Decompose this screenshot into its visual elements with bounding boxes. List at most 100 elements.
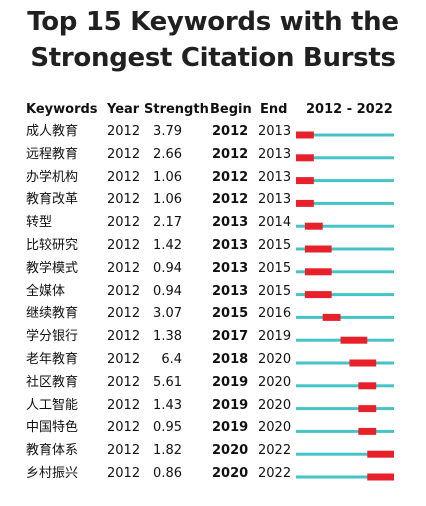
chart-title-line-1: Top 15 Keywords with the (27, 7, 399, 37)
strength-cell: 1.42 (153, 238, 182, 253)
begin-cell: 2013 (212, 238, 249, 253)
header-strength: Strength (144, 102, 209, 117)
chart-title-line-2: Strongest Citation Bursts (30, 43, 396, 73)
begin-cell: 2020 (212, 466, 249, 481)
begin-cell: 2012 (212, 146, 249, 162)
keyword-cell: 继续教育 (26, 306, 79, 322)
end-cell: 2022 (258, 443, 292, 459)
begin-cell: 2013 (212, 215, 249, 231)
strength-cell: 1.38 (153, 329, 182, 345)
burst-bar (304, 222, 323, 230)
year-cell: 2012 (107, 260, 141, 276)
end-cell: 2013 (258, 192, 292, 208)
end-cell: 2015 (258, 238, 292, 253)
begin-cell: 2015 (212, 306, 249, 322)
strength-cell: 3.07 (153, 306, 182, 322)
timeline-bar (296, 201, 394, 205)
burst-bar (340, 336, 368, 344)
year-cell: 2012 (107, 146, 141, 162)
strength-cell: 0.86 (153, 466, 182, 481)
year-cell: 2012 (107, 306, 141, 322)
burst-bar (358, 382, 377, 390)
begin-cell: 2019 (212, 397, 249, 413)
timeline-bar (296, 270, 394, 274)
strength-cell: 1.06 (153, 192, 182, 208)
header-end: End (260, 102, 288, 117)
keyword-cell: 成人教育 (26, 124, 79, 139)
strength-cell: 0.94 (153, 283, 182, 299)
chart-title: Top 15 Keywords with the Strongest Citat… (0, 4, 426, 76)
year-cell: 2012 (107, 329, 141, 345)
burst-bar (296, 154, 314, 162)
burst-bar (358, 405, 377, 413)
header-begin: Begin (210, 102, 252, 117)
end-cell: 2016 (258, 306, 292, 322)
year-cell: 2012 (107, 124, 141, 139)
timeline-bar (296, 361, 394, 365)
year-cell: 2012 (107, 397, 141, 413)
end-cell: 2013 (258, 169, 292, 185)
strength-cell: 5.61 (153, 374, 182, 390)
keyword-cell: 教育改革 (26, 192, 79, 208)
burst-bar (296, 199, 314, 207)
keyword-cell: 远程教育 (26, 146, 79, 162)
header-keywords: Keywords (26, 102, 98, 117)
timeline-bar (296, 429, 394, 433)
keyword-cell: 教学模式 (26, 260, 79, 276)
end-cell: 2015 (258, 283, 292, 299)
keyword-cell: 转型 (26, 215, 53, 231)
timeline-bar (296, 452, 394, 456)
begin-cell: 2020 (212, 443, 249, 459)
year-cell: 2012 (107, 238, 141, 253)
end-cell: 2020 (258, 352, 292, 367)
strength-cell: 0.95 (153, 420, 182, 436)
timeline-bar (296, 315, 394, 319)
keyword-cell: 比较研究 (26, 238, 79, 253)
end-cell: 2020 (258, 420, 292, 436)
year-cell: 2012 (107, 466, 141, 481)
year-cell: 2012 (107, 374, 141, 390)
year-cell: 2012 (107, 215, 141, 231)
year-cell: 2012 (107, 443, 141, 459)
header-year: Year (107, 102, 140, 117)
timeline-bar (296, 384, 394, 388)
end-cell: 2013 (258, 124, 292, 139)
end-cell: 2022 (258, 466, 292, 481)
year-cell: 2012 (107, 169, 141, 185)
keyword-cell: 人工智能 (26, 397, 79, 413)
keyword-cell: 学分银行 (26, 329, 79, 345)
timeline-bar (296, 133, 394, 137)
burst-bar (367, 450, 394, 458)
end-cell: 2013 (258, 146, 292, 162)
header-range: 2012 - 2022 (306, 102, 393, 117)
timeline-bar (296, 293, 394, 297)
burst-bar (296, 177, 314, 185)
strength-cell: 1.43 (153, 397, 182, 413)
burst-bar (296, 131, 314, 139)
keyword-cell: 中国特色 (26, 420, 79, 436)
begin-cell: 2013 (212, 283, 249, 299)
year-cell: 2012 (107, 352, 141, 367)
end-cell: 2020 (258, 397, 292, 413)
keyword-cell: 老年教育 (26, 352, 79, 367)
strength-cell: 3.79 (153, 124, 182, 139)
year-cell: 2012 (107, 283, 141, 299)
begin-cell: 2013 (212, 260, 249, 276)
timeline-bar (296, 156, 394, 160)
strength-cell: 2.17 (153, 215, 182, 231)
burst-bar (304, 291, 332, 299)
strength-cell: 1.06 (153, 169, 182, 185)
begin-cell: 2012 (212, 169, 249, 185)
end-cell: 2020 (258, 374, 292, 390)
begin-cell: 2019 (212, 420, 249, 436)
year-cell: 2012 (107, 420, 141, 436)
timeline-bar (296, 224, 394, 228)
strength-cell: 1.82 (153, 443, 182, 459)
end-cell: 2014 (258, 215, 292, 231)
strength-cell: 2.66 (153, 146, 182, 162)
timeline-bar (296, 179, 394, 183)
end-cell: 2015 (258, 260, 292, 276)
burst-bar (304, 245, 332, 253)
begin-cell: 2019 (212, 374, 249, 390)
